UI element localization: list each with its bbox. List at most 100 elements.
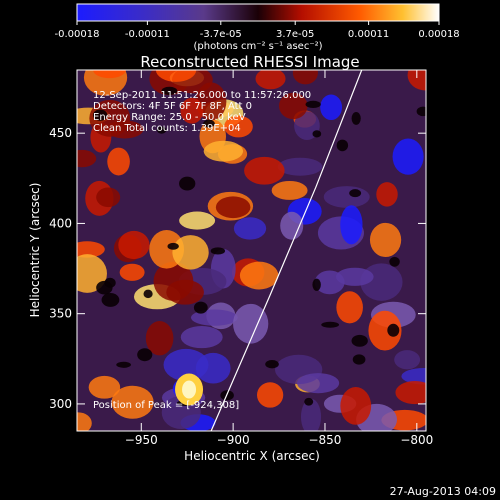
heatmap-blob [88, 375, 121, 399]
heatmap-dark-contour [203, 119, 215, 128]
heatmap-dark-contour [351, 112, 361, 125]
heatmap-dark-contour [349, 189, 362, 198]
heatmap-dark-contour [321, 321, 340, 328]
heatmap-blob [271, 180, 308, 200]
heatmap-dark-contour [352, 354, 366, 365]
heatmap-blob [401, 368, 426, 385]
heatmap-blob [320, 94, 343, 121]
y-tick-label: 400 [49, 216, 72, 230]
heatmap-dark-contour [101, 292, 120, 307]
heatmap-blob [394, 350, 421, 370]
y-tick-label: 350 [49, 307, 72, 321]
x-tick-label: −800 [400, 433, 433, 447]
heatmap-blob [376, 182, 398, 207]
heatmap-dark-contour [312, 130, 322, 138]
y-tick-label: 450 [49, 126, 72, 140]
heatmap-dark-contour [304, 397, 314, 406]
heatmap-blob [89, 99, 131, 137]
heatmap-dark-contour [416, 106, 426, 117]
heatmap-blob [407, 70, 426, 91]
heatmap-dark-contour [389, 256, 400, 267]
heatmap-dark-contour [265, 359, 279, 369]
heatmap-blob [340, 205, 363, 245]
x-tick-label: −950 [125, 433, 158, 447]
heatmap-blob [172, 235, 209, 270]
y-axis-ticks: 300 350 400 450 [49, 126, 426, 411]
heatmap-blob [77, 149, 97, 168]
colorbar-tick-label: 3.7e-05 [276, 29, 314, 40]
heatmap-blob [93, 70, 126, 79]
heatmap-blob [118, 230, 150, 260]
footer-timestamp: 27-Aug-2013 04:09 [390, 485, 496, 498]
heatmap-blob [77, 241, 105, 258]
heatmap-blob [233, 303, 269, 344]
heatmap-blob [155, 70, 197, 82]
heatmap-blob [244, 156, 285, 185]
colorbar-tick-label: 0.00011 [348, 29, 389, 40]
y-axis-label: Heliocentric Y (arcsec) [28, 183, 42, 318]
annotation-energy-range: Energy Range: 25.0 - 50.0 keV [93, 112, 246, 123]
heatmap-blob [395, 380, 426, 405]
heatmap-blob [335, 267, 374, 286]
x-tick-label: −850 [308, 433, 341, 447]
heatmap-blob [190, 309, 238, 326]
heatmap-blob [166, 279, 204, 305]
annotation-time-range: 12-Sep-2011 11:51:26.000 to 11:57:26.000 [93, 90, 311, 101]
x-axis-ticks: −950 −900 −850 −800 [125, 70, 433, 447]
heatmap-blob [180, 326, 223, 349]
heatmap-blob [323, 186, 370, 208]
heatmap-dark-contour [210, 247, 226, 255]
heatmap-dark-contour [143, 289, 153, 299]
heatmap-blob [179, 211, 216, 230]
heatmap-dark-contour [156, 126, 167, 134]
heatmap-dark-contour [96, 280, 113, 295]
heatmap-dark-contour [161, 86, 178, 95]
plot-frame [76, 69, 427, 432]
heatmap-blob [297, 373, 340, 394]
colorbar-tick-label: -0.00011 [125, 29, 170, 40]
x-tick-label: −900 [217, 433, 250, 447]
peak-position-label: Position of Peak = [-924,308] [93, 400, 239, 411]
heatmap-dark-contour [137, 348, 153, 362]
heatmap-blob [392, 138, 424, 175]
annotation-clean-counts: Clean Total counts: 1.39E+04 [93, 123, 241, 134]
heatmap-blob [292, 70, 318, 85]
colorbar-units-label: (photons cm⁻² s⁻¹ asec⁻²) [193, 41, 322, 52]
heatmap-blob [111, 385, 154, 419]
heatmap-blob [180, 97, 204, 124]
heatmap-blob [195, 82, 227, 121]
colorbar-tick-label: 0.00018 [418, 29, 459, 40]
heatmap-dark-contour [351, 334, 368, 347]
heatmap-blob [145, 321, 174, 356]
annotation-block: 12-Sep-2011 11:51:26.000 to 11:57:26.000… [93, 90, 311, 134]
heatmap-blob [239, 261, 279, 290]
colorbar-tick-label: -0.00018 [55, 29, 100, 40]
heatmap-blob [107, 147, 130, 176]
heatmap-dark-contour [305, 100, 321, 109]
heatmap-dark-contour [167, 242, 179, 250]
colorbar [76, 3, 440, 22]
heatmap-blob [233, 217, 267, 240]
y-tick-label: 300 [49, 397, 72, 411]
heatmap-dark-contour [93, 109, 108, 121]
heatmap-blob [336, 291, 363, 324]
heatmap-dark-contour [193, 301, 208, 314]
heatmap-blob [256, 382, 284, 408]
heatmap-blob [119, 263, 145, 281]
heatmap-dark-contour [312, 278, 321, 291]
heatmap-blob [203, 140, 244, 162]
solar-limb-curve [210, 70, 363, 431]
heatmap-blob [163, 348, 209, 381]
heatmap-image [77, 70, 426, 431]
x-axis-label: Heliocentric X (arcsec) [184, 449, 320, 463]
heatmap-blob [369, 222, 402, 258]
heatmap-blob [224, 115, 253, 138]
colorbar-ticks: -0.00018 -0.00011 -3.7e-05 3.7e-05 0.00011 0.… [55, 21, 460, 40]
heatmap-blob [215, 196, 251, 219]
heatmap-dark-contour [336, 139, 349, 152]
heatmap-blob [77, 412, 92, 431]
heatmap-blob [368, 310, 402, 351]
peak-hotspot-core [182, 380, 197, 399]
annotation-detectors: Detectors: 4F 5F 6F 7F 8F, Att 0 [93, 101, 252, 112]
